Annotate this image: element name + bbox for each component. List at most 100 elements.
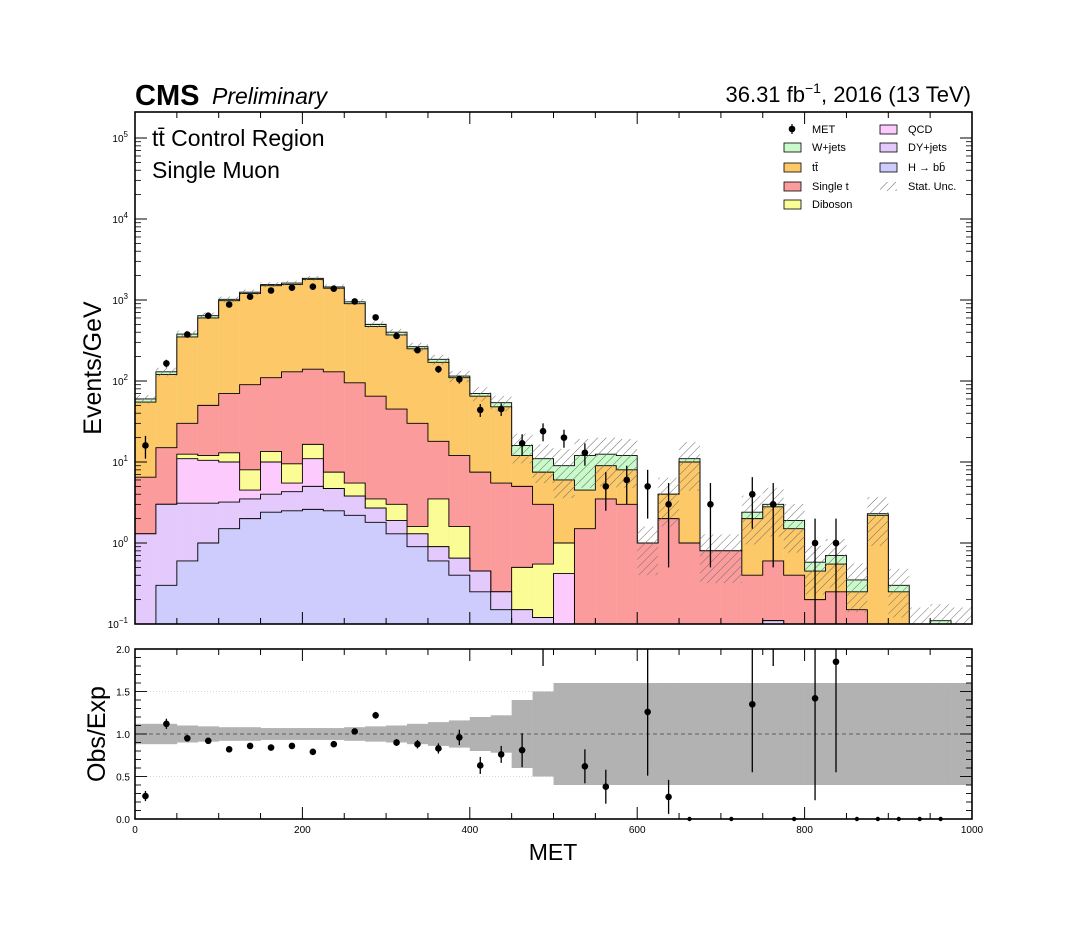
ratio-point (665, 779, 672, 814)
data-marker (748, 490, 756, 498)
data-point (644, 469, 651, 519)
ratio-point (163, 718, 170, 729)
legend: MET W+jets tt̄ Single t Diboson QCD DY+j… (783, 124, 956, 211)
data-marker (204, 312, 212, 319)
hbb-bar (407, 546, 428, 624)
ratio-y-tick-label: 0.0 (116, 815, 130, 826)
data-marker (644, 483, 651, 490)
y-tick-label: 105 (112, 130, 128, 145)
data-marker (288, 284, 296, 291)
stat-unc-bin (888, 568, 910, 618)
top-axis-ticks (134, 112, 973, 625)
ratio-y-tick-label: 1.5 (116, 688, 130, 699)
legend-ttbar: tt̄ (783, 162, 818, 174)
ratio-point (497, 745, 505, 763)
ratio-marker (497, 751, 505, 758)
luminosity-label: 36.31 fb−1, 2016 (13 TeV) (725, 80, 971, 107)
stat-unc-bin (532, 444, 554, 484)
data-point (602, 472, 610, 511)
ratio-point (456, 729, 463, 746)
data-marker (769, 501, 777, 508)
ratio-marker (414, 740, 421, 748)
ratio-point (581, 749, 589, 784)
hbb-bar (427, 560, 449, 624)
ratio-point (832, 649, 840, 773)
data-marker (518, 440, 526, 447)
data-marker (393, 332, 400, 340)
y-tick-label: 104 (112, 211, 128, 226)
data-point (288, 284, 296, 291)
ratio-point (602, 769, 610, 804)
legend-dyjets: DY+jets (879, 142, 947, 154)
dyjets-outline (135, 485, 972, 624)
ratio-point (184, 734, 191, 742)
data-marker (414, 346, 421, 354)
svg-text:Single t: Single t (812, 181, 849, 193)
svg-text:MET: MET (812, 124, 836, 136)
main-plot: 10−1 100 101 102 103 104 105 tt̄ Control Regio… (79, 111, 973, 631)
ratio-point (518, 733, 526, 768)
ratio-marker (225, 746, 233, 753)
data-point (665, 483, 672, 568)
data-point (456, 375, 463, 384)
ratio-marker (142, 792, 149, 800)
hbb-bar (469, 591, 491, 624)
legend-qcd: QCD (879, 124, 933, 136)
x-tick-label: 600 (629, 825, 646, 836)
data-marker (602, 483, 610, 490)
ratio-y-axis-label: Obs/Exp (83, 686, 111, 782)
hbb-bar (386, 533, 408, 624)
stat-unc-bin (386, 328, 408, 336)
data-point (309, 283, 317, 290)
stat-unc-bin (909, 607, 931, 624)
y-tick-label: 101 (112, 454, 128, 469)
data-point (246, 293, 254, 300)
cms-label: CMS (135, 80, 199, 112)
hbb-bar (448, 575, 470, 624)
ratio-point (204, 737, 212, 745)
ratio-marker (456, 734, 463, 741)
data-marker (225, 301, 233, 308)
data-point (393, 332, 400, 340)
svg-text:Diboson: Diboson (812, 199, 852, 211)
svg-text:W+jets: W+jets (812, 142, 846, 154)
stat-unc-bin (867, 497, 889, 546)
ratio-marker (246, 742, 254, 750)
data-point (539, 423, 547, 442)
data-marker (811, 539, 819, 547)
singlet-bar (616, 504, 638, 624)
ratio-point (267, 744, 275, 751)
ratio-point (393, 739, 400, 746)
ratio-y-tick-label: 1.0 (116, 730, 130, 741)
ratio-point (372, 711, 379, 719)
data-point (184, 331, 191, 338)
ratio-point (309, 748, 317, 756)
ratio-marker (644, 708, 651, 716)
dyjets-bar (762, 620, 784, 624)
stat-unc-bin (365, 321, 387, 328)
data-marker (184, 331, 191, 338)
stat-unc-bin (302, 275, 324, 281)
stat-unc-bin (281, 280, 303, 286)
ratio-marker (163, 720, 170, 728)
ratio-point (811, 649, 819, 801)
ratio-point (414, 739, 421, 749)
data-point (267, 287, 275, 294)
x-tick-label: 0 (132, 825, 138, 836)
ratio-marker (476, 762, 484, 769)
data-marker (560, 434, 568, 441)
y-tick-label: 103 (112, 292, 128, 307)
stat-unc-bin (637, 526, 659, 576)
ratio-point (644, 649, 651, 776)
ratio-point (246, 742, 254, 750)
stat-unc-bin (135, 394, 156, 404)
data-point (225, 301, 233, 308)
data-marker (330, 285, 338, 292)
x-tick-labels: 0 200 400 600 800 1000 (132, 825, 983, 836)
data-marker (497, 405, 505, 413)
x-tick-label: 400 (461, 825, 478, 836)
stat-unc-bin (218, 296, 240, 303)
ratio-y-tick-label: 2.0 (116, 645, 130, 656)
data-marker (142, 442, 149, 449)
